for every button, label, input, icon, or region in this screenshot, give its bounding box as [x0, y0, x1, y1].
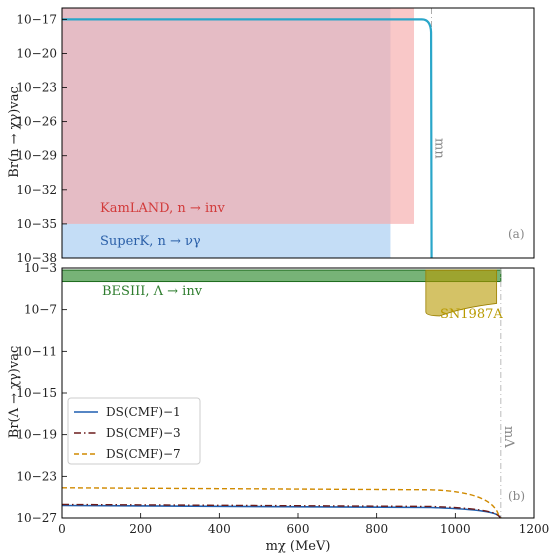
- xtick-label: 600: [287, 522, 310, 536]
- a-ytick-label: 10−29: [16, 149, 57, 163]
- b-ytick-label: 10−27: [16, 511, 57, 525]
- xtick-label: 200: [129, 522, 152, 536]
- a-ytick-label: 10−17: [16, 12, 57, 26]
- a-ytick-label: 10−35: [16, 217, 57, 231]
- xtick-label: 800: [365, 522, 388, 536]
- panel-b-ylabel: Br(Λ → χγ)vac: [7, 346, 22, 438]
- legend-box: [67, 397, 201, 465]
- mn-label: mn: [432, 138, 447, 159]
- xtick-label: 1000: [440, 522, 471, 536]
- legend-label-ds1: DS(CMF)−1: [106, 405, 181, 419]
- b-ytick-label: 10−11: [16, 344, 57, 358]
- panel-a-frame: [61, 7, 535, 259]
- xtick-label: 0: [58, 522, 66, 536]
- b-ytick-label: 10−7: [24, 303, 57, 317]
- series-ds1: [61, 504, 502, 519]
- x-axis-label: mχ (MeV): [266, 539, 331, 554]
- a-ytick-label: 10−20: [16, 46, 57, 60]
- superk-label: SuperK, n → νγ: [100, 234, 201, 249]
- superk-overlap-region: [62, 8, 391, 224]
- legend: DS(CMF)−1 DS(CMF)−3 DS(CMF)−7: [67, 397, 201, 465]
- a-ytick-label: 10−26: [16, 115, 57, 129]
- series-ds3: [61, 503, 502, 519]
- xtick-label: 400: [208, 522, 231, 536]
- kamland-label: KamLAND, n → inv: [100, 201, 225, 216]
- b-ytick-label: 10−23: [16, 469, 57, 483]
- a-ytick-label: 10−38: [16, 251, 57, 265]
- legend-label-ds3: DS(CMF)−3: [106, 426, 181, 440]
- xtick-label: 1200: [519, 522, 550, 536]
- kamland-region: [62, 8, 415, 224]
- b-ytick-label: 10−15: [16, 386, 57, 400]
- mlambda-label: mΛ: [501, 426, 516, 448]
- sn1987a-region: [425, 269, 498, 317]
- panel-b: BESIII, Λ → inv SN1987A (b) mΛ 10−3 10−7 1…: [7, 261, 549, 554]
- legend-label-ds7: DS(CMF)−7: [106, 447, 181, 461]
- panel-a-label: (a): [508, 227, 525, 241]
- n-branching-curve: [62, 18, 433, 259]
- besiii-label: BESIII, Λ → inv: [102, 284, 203, 299]
- panel-a: KamLAND, n → inv SuperK, n → νγ (a) mn 1…: [7, 7, 535, 265]
- panel-b-label: (b): [508, 489, 525, 503]
- a-ytick-label: 10−23: [16, 81, 57, 95]
- sn1987a-label: SN1987A: [440, 307, 503, 322]
- a-ytick-label: 10−32: [16, 183, 57, 197]
- panel-a-ylabel: Br(n → χγ)vac: [7, 86, 22, 177]
- b-ytick-label: 10−19: [16, 428, 57, 442]
- b-ytick-label: 10−3: [24, 261, 57, 275]
- superk-region: [62, 223, 391, 258]
- series-ds7: [61, 487, 502, 519]
